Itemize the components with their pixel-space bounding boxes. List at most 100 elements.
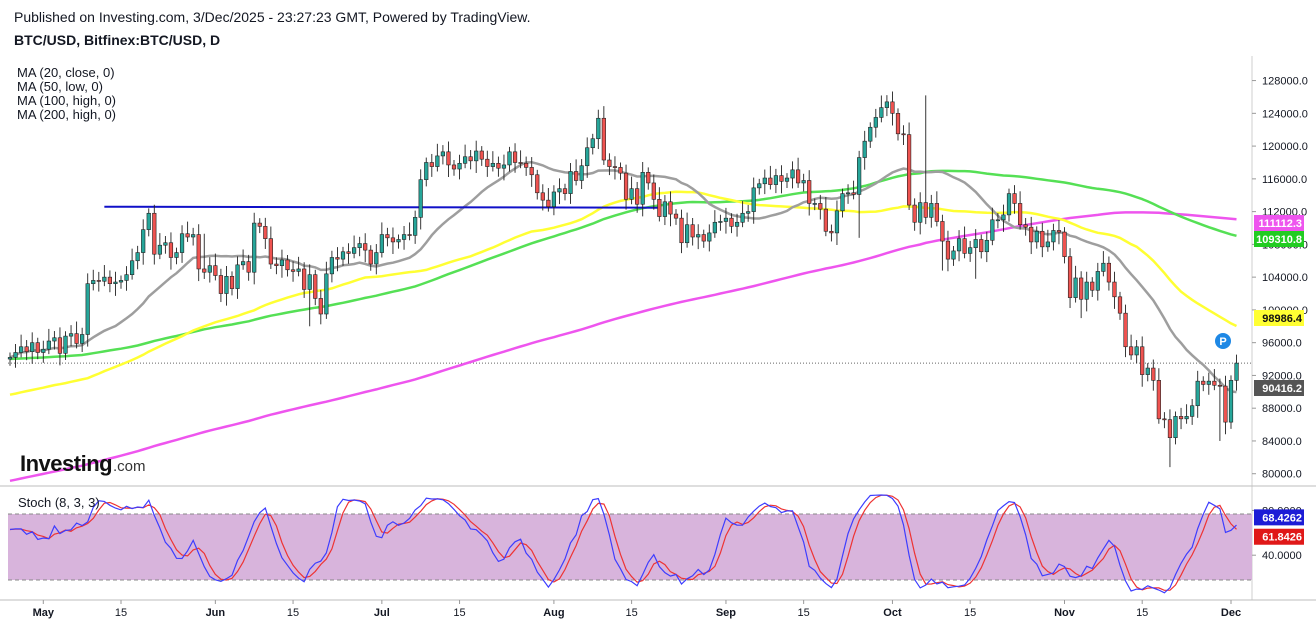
candle[interactable] [906, 122, 912, 210]
candle[interactable] [651, 174, 656, 210]
candle[interactable] [546, 188, 551, 212]
candle[interactable] [91, 269, 96, 291]
candle[interactable] [1062, 227, 1067, 264]
candle[interactable] [1101, 251, 1106, 277]
candle[interactable] [207, 257, 212, 283]
candle[interactable] [418, 169, 423, 230]
candle[interactable] [640, 161, 645, 217]
candle[interactable] [568, 162, 573, 204]
candle[interactable] [318, 289, 323, 325]
candle[interactable] [141, 219, 146, 265]
candle[interactable] [102, 265, 107, 287]
candle[interactable] [424, 157, 429, 187]
candle[interactable] [1173, 411, 1178, 445]
indicator-ma50-label[interactable]: MA (50, low, 0) [17, 79, 103, 94]
candle[interactable] [274, 257, 279, 275]
candle[interactable] [279, 249, 285, 278]
candle[interactable] [712, 210, 717, 238]
candle[interactable] [862, 130, 867, 170]
candle[interactable] [1006, 188, 1012, 222]
candle[interactable] [368, 245, 373, 271]
candle[interactable] [1223, 375, 1228, 435]
indicator-ma100-label[interactable]: MA (100, high, 0) [17, 93, 116, 108]
candle[interactable] [285, 255, 290, 277]
candle[interactable] [746, 204, 751, 222]
candle[interactable] [629, 176, 634, 205]
candle[interactable] [1206, 372, 1211, 395]
candle[interactable] [562, 183, 568, 201]
candle[interactable] [551, 185, 556, 216]
candle[interactable] [829, 224, 834, 242]
candle[interactable] [174, 247, 179, 265]
candle[interactable] [929, 194, 934, 228]
candle[interactable] [324, 261, 329, 319]
candle[interactable] [1228, 375, 1234, 429]
candle[interactable] [385, 227, 390, 247]
candle[interactable] [979, 234, 984, 259]
candle[interactable] [857, 150, 862, 238]
candle[interactable] [246, 254, 251, 281]
candle[interactable] [601, 106, 606, 165]
candle[interactable] [7, 352, 13, 366]
candle[interactable] [407, 222, 412, 241]
candle[interactable] [35, 337, 40, 360]
candle[interactable] [734, 213, 740, 237]
candle[interactable] [607, 153, 612, 176]
candle[interactable] [1195, 370, 1200, 418]
candle[interactable] [46, 328, 51, 355]
candle[interactable] [1084, 271, 1089, 312]
candle[interactable] [374, 244, 379, 275]
candle[interactable] [157, 233, 162, 260]
candle[interactable] [290, 261, 296, 282]
candle[interactable] [163, 236, 168, 254]
candle[interactable] [635, 181, 640, 213]
candle[interactable] [668, 191, 673, 227]
candle[interactable] [873, 108, 878, 138]
candle[interactable] [923, 95, 928, 225]
candle[interactable] [302, 262, 307, 298]
candle[interactable] [512, 143, 518, 173]
candle[interactable] [485, 150, 490, 177]
candle[interactable] [995, 213, 1000, 229]
candle[interactable] [646, 167, 651, 190]
candle[interactable] [80, 327, 85, 353]
candle[interactable] [1234, 354, 1239, 391]
candle[interactable] [596, 109, 601, 150]
candle[interactable] [252, 212, 257, 285]
candle[interactable] [1045, 229, 1050, 252]
candle[interactable] [618, 162, 623, 180]
candle[interactable] [351, 235, 357, 259]
candle[interactable] [518, 150, 523, 169]
candle[interactable] [707, 224, 712, 252]
candle[interactable] [85, 273, 90, 347]
candle[interactable] [130, 248, 135, 280]
candle[interactable] [524, 156, 529, 176]
candle[interactable] [396, 234, 401, 249]
candle[interactable] [479, 146, 484, 166]
candle[interactable] [124, 266, 129, 291]
candle[interactable] [63, 331, 68, 361]
candle[interactable] [834, 200, 840, 246]
candle[interactable] [1184, 404, 1189, 424]
candle[interactable] [868, 122, 873, 148]
candle[interactable] [590, 133, 595, 155]
candle[interactable] [684, 212, 690, 248]
candle[interactable] [296, 256, 301, 277]
candle[interactable] [1123, 304, 1128, 358]
candle[interactable] [235, 256, 240, 299]
candle[interactable] [1212, 369, 1217, 391]
candle[interactable] [912, 198, 917, 231]
candle[interactable] [690, 218, 695, 246]
candle[interactable] [585, 137, 590, 178]
candle[interactable] [52, 331, 57, 350]
candle[interactable] [1012, 185, 1017, 214]
candle[interactable] [413, 210, 418, 244]
candle[interactable] [879, 95, 884, 123]
candle[interactable] [1067, 248, 1073, 308]
candle[interactable] [429, 153, 434, 177]
candle[interactable] [18, 334, 24, 358]
candle[interactable] [268, 226, 273, 269]
candle[interactable] [768, 165, 773, 190]
candle[interactable] [146, 208, 151, 237]
